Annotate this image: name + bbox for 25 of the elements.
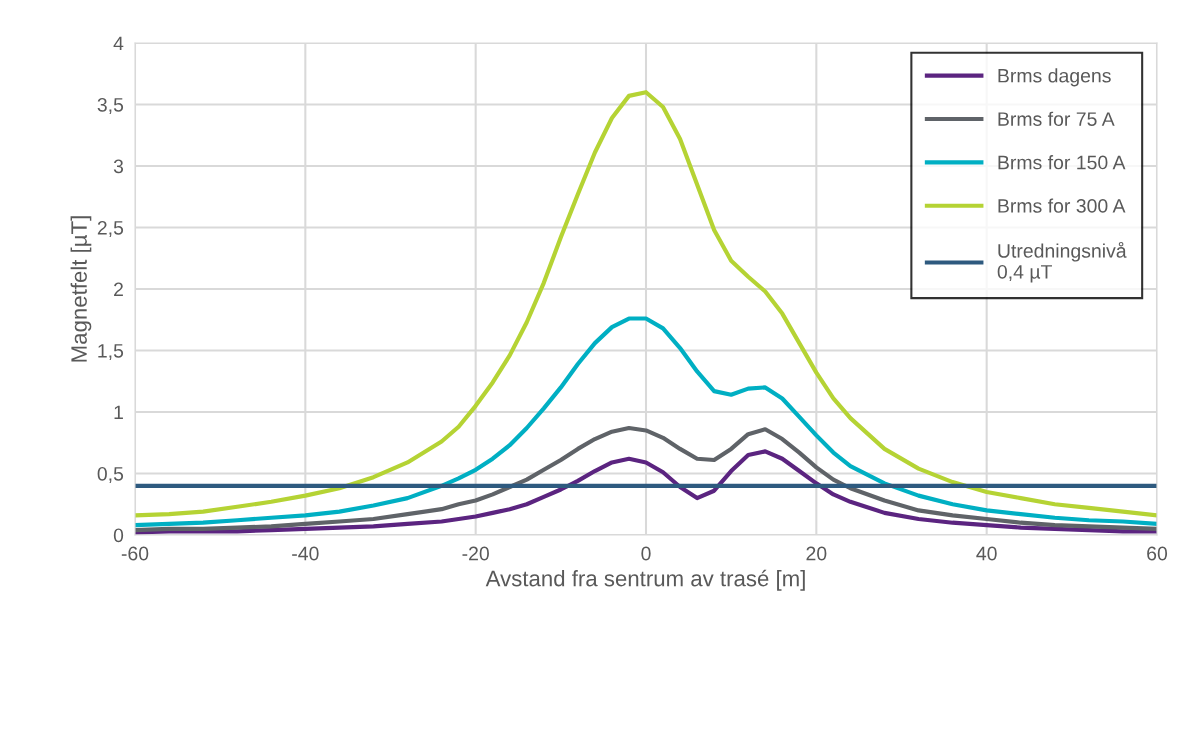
y-tick-label: 0 bbox=[113, 528, 124, 543]
legend-label: Brms for 300 A bbox=[998, 198, 1126, 213]
y-tick-label: 3,5 bbox=[97, 97, 124, 115]
x-tick-label: -60 bbox=[121, 546, 149, 561]
line-series bbox=[135, 90, 1157, 518]
legend-label: Brms for 75 A bbox=[998, 111, 1115, 126]
x-axis-title: Avstand fra sentrum av trasé [m] bbox=[485, 569, 805, 591]
x-tick-label: 20 bbox=[806, 546, 827, 561]
legend-label: Utredningsnivå 0,4 µT bbox=[997, 241, 1127, 283]
line-series bbox=[135, 316, 1157, 528]
y-axis-title: Magnetfelt [µT] bbox=[70, 216, 92, 362]
y-tick-label: 2,5 bbox=[97, 220, 124, 238]
x-tick-label: 0 bbox=[641, 546, 651, 561]
x-tick-label: 40 bbox=[976, 546, 997, 561]
y-tick-label: 1 bbox=[114, 405, 123, 420]
y-tick-label: 3 bbox=[113, 159, 124, 174]
legend-label: Brms dagens bbox=[998, 68, 1111, 87]
y-tick-label: 2 bbox=[114, 282, 123, 297]
x-tick-label: -40 bbox=[292, 546, 319, 561]
y-tick-label: 4 bbox=[113, 36, 124, 51]
x-tick-label: -20 bbox=[462, 546, 489, 561]
x-tick-label: 60 bbox=[1147, 546, 1168, 561]
y-tick-label: 1,5 bbox=[98, 344, 124, 361]
legend-label: Brms for 150 A bbox=[998, 155, 1126, 170]
y-tick-label: 0,5 bbox=[97, 466, 124, 484]
